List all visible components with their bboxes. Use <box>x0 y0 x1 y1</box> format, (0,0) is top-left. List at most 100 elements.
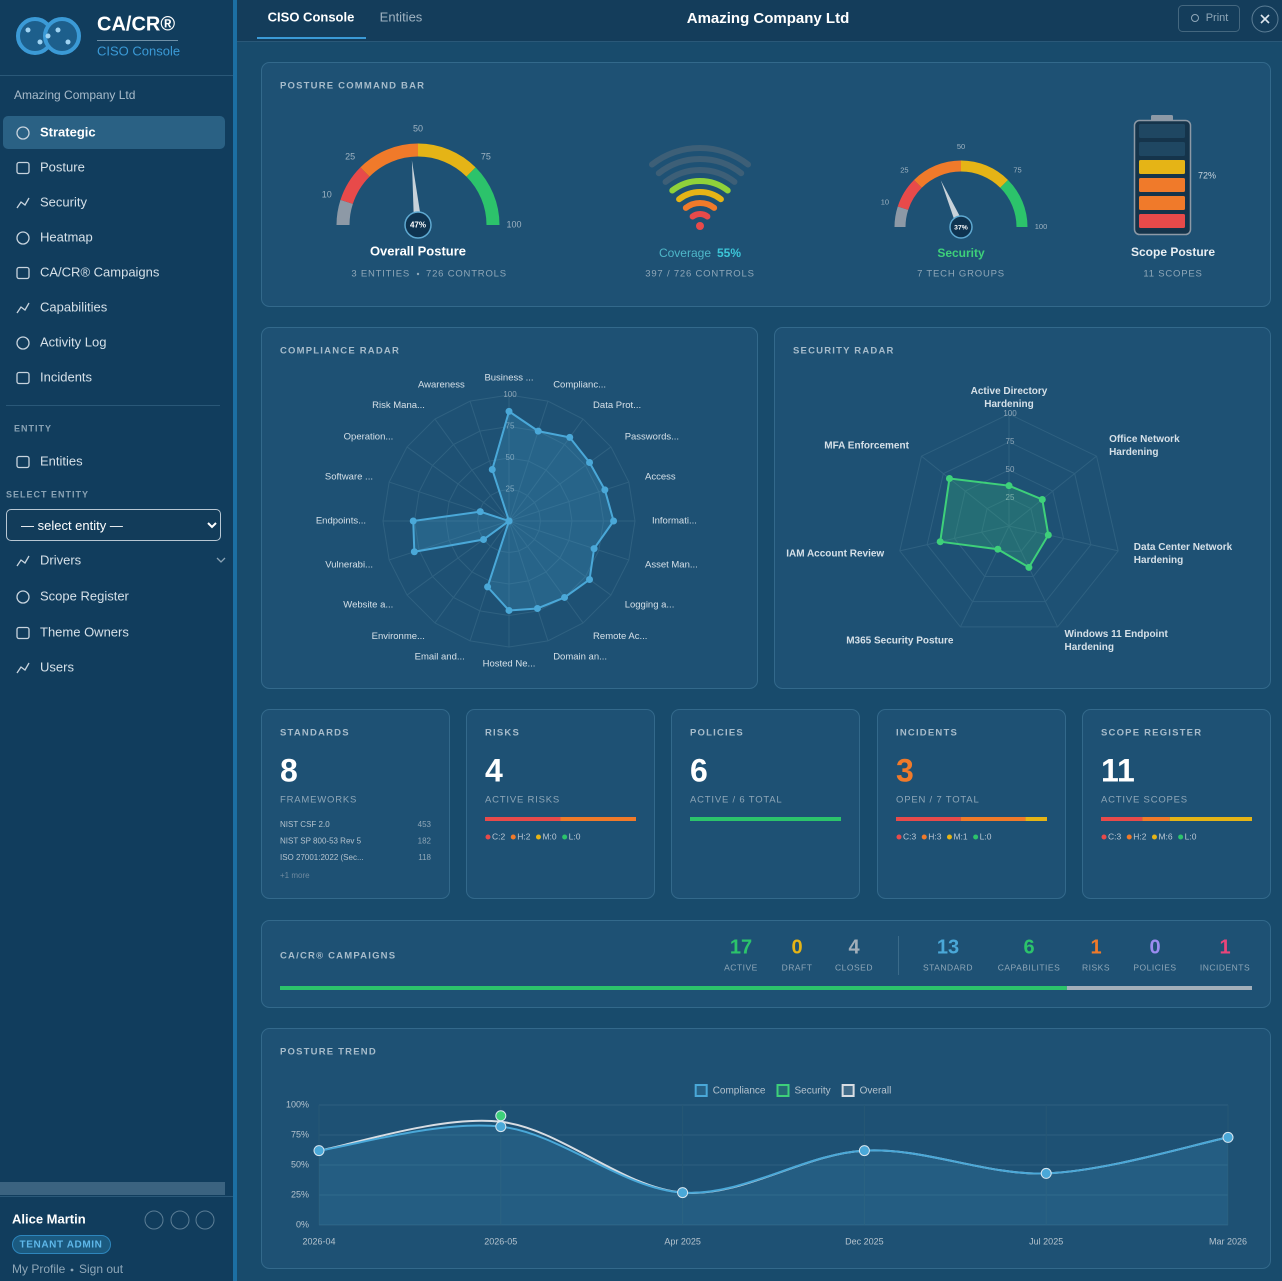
gauge-detail: 7 TECH GROUPS <box>917 269 1005 280</box>
trend-point <box>1222 1131 1234 1143</box>
tab[interactable]: Entities <box>380 9 423 24</box>
radar-axis-label: Office Network Hardening <box>1109 434 1180 459</box>
icon-shape <box>16 371 30 385</box>
card-heading: SECURITY RADAR <box>793 346 895 357</box>
profile-link[interactable]: My Profile <box>12 1262 66 1276</box>
radar-tick-label: 75 <box>1006 437 1015 446</box>
radar-axis-label: Passwords... <box>625 431 679 442</box>
stat-sub: ACTIVE SCOPES <box>1101 795 1188 806</box>
user-action[interactable] <box>195 1210 215 1230</box>
nav-item[interactable]: Theme Owners <box>40 624 129 639</box>
radar-axis-label: Complianc... <box>553 380 606 391</box>
card <box>261 709 450 899</box>
nav-item[interactable]: Users <box>40 659 74 674</box>
gauge-title: Security <box>937 246 985 260</box>
logo-ring <box>43 17 81 55</box>
legend-swatch <box>776 1084 790 1097</box>
radar-tick-label: 25 <box>1006 493 1015 502</box>
x-tick-label: 2026-04 <box>302 1236 335 1246</box>
nav-item[interactable]: Heatmap <box>40 229 93 244</box>
radar-spoke <box>1008 525 1119 552</box>
battery-cell <box>1139 160 1185 174</box>
framework-count: 182 <box>418 837 432 846</box>
nav-item[interactable]: Activity Log <box>40 334 106 349</box>
icon-shape <box>16 197 30 209</box>
nav-item[interactable]: Incidents <box>40 369 93 384</box>
legend-dot <box>535 834 541 840</box>
battery-cell <box>1139 124 1185 138</box>
icon-shape <box>16 126 30 140</box>
trend-point <box>858 1145 870 1157</box>
close-x <box>1260 14 1270 24</box>
breakdown-bar <box>560 817 636 821</box>
icon-shape <box>16 302 30 314</box>
x-tick-label: Apr 2025 <box>664 1236 701 1246</box>
radar-axis-label: Logging a... <box>625 600 675 611</box>
card-heading: COMPLIANCE RADAR <box>280 346 400 357</box>
nav-icon <box>16 126 30 140</box>
nav-item[interactable]: Posture <box>40 159 85 174</box>
radar-tick-label: 100 <box>1003 409 1017 418</box>
gauge-tick-label: 25 <box>900 165 908 174</box>
gauge-detail: 726 CONTROLS <box>426 269 507 280</box>
trend-point <box>1040 1167 1052 1179</box>
radar-axis-label: Data Prot... <box>593 400 641 411</box>
radar-point <box>561 593 569 601</box>
battery-cell <box>1139 214 1185 228</box>
stat-value: 11 <box>1101 752 1135 788</box>
gauge-value: 37% <box>954 224 968 231</box>
card-heading: RISKS <box>485 728 520 739</box>
breakdown-label: M:6 <box>1158 831 1172 841</box>
campaign-stat: 1 <box>1090 936 1101 958</box>
breakdown-bar <box>1169 817 1252 821</box>
nav-item[interactable]: Strategic <box>40 124 96 139</box>
user-action[interactable] <box>170 1210 190 1230</box>
trend-point <box>677 1187 689 1199</box>
radar-point <box>505 517 513 525</box>
close-button[interactable] <box>1251 5 1279 33</box>
legend-dot <box>946 834 952 840</box>
stat-value: 8 <box>280 752 298 788</box>
campaign-bar <box>280 986 1067 990</box>
radar-point <box>1038 495 1046 503</box>
progress-bar <box>690 817 841 821</box>
breakdown-label: H:2 <box>1133 831 1147 841</box>
radar-axis-label: Data Center Network Hardening <box>1133 542 1233 567</box>
legend-dot <box>485 834 491 840</box>
topbar <box>237 0 1282 41</box>
card-heading: CA/CR® CAMPAIGNS <box>280 951 396 962</box>
print-button[interactable] <box>1178 5 1240 32</box>
battery-cell <box>1139 196 1185 210</box>
radar-point <box>533 604 541 612</box>
nav-item[interactable]: Scope Register <box>40 588 130 603</box>
radar-point <box>410 548 418 556</box>
logo-dot <box>65 39 71 45</box>
nav-item[interactable]: Drivers <box>40 552 82 567</box>
nav-item[interactable]: CA/CR® Campaigns <box>40 264 160 279</box>
radar-axis-label: Website a... <box>343 600 393 611</box>
signal-arc <box>682 200 718 211</box>
radar-point <box>476 508 484 516</box>
x-tick-label: Jul 2025 <box>1029 1236 1063 1246</box>
radar-point <box>480 536 488 544</box>
logo-dot <box>37 39 43 45</box>
legend-dot <box>921 834 927 840</box>
entity-select[interactable]: — select entity — <box>6 509 221 541</box>
signout-link[interactable]: Sign out <box>79 1262 124 1276</box>
tab-underline <box>257 37 366 39</box>
print-icon <box>1191 14 1199 22</box>
nav-item[interactable]: Security <box>40 194 87 209</box>
radar-axis-label: Operation... <box>344 431 394 442</box>
radar-spoke <box>406 446 510 522</box>
user-action[interactable] <box>144 1210 164 1230</box>
tab[interactable]: CISO Console <box>268 9 355 24</box>
print-label[interactable]: Print <box>1206 12 1229 24</box>
radar-point <box>484 583 492 591</box>
nav-icon <box>16 161 30 175</box>
nav-item[interactable]: Capabilities <box>40 299 108 314</box>
campaign-stat: 17 <box>730 936 752 958</box>
breakdown-label: C:3 <box>903 831 917 841</box>
signal-dot <box>696 222 704 230</box>
radar-axis-label: Vulnerabi... <box>325 560 373 571</box>
nav-item[interactable]: Entities <box>40 453 83 468</box>
